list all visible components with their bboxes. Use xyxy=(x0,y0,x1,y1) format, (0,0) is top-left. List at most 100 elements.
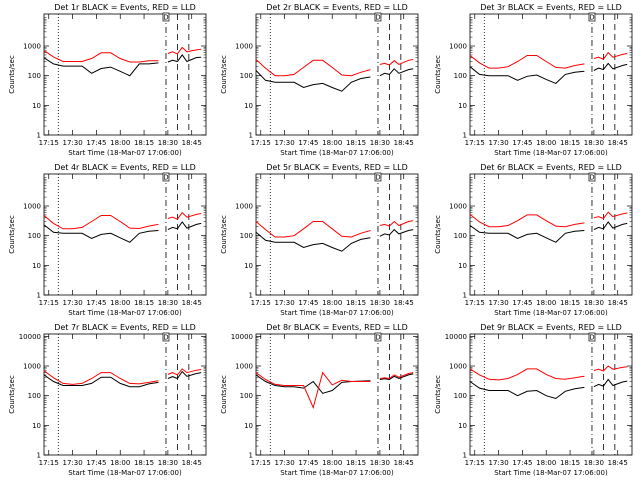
y-tick-label: 1000 xyxy=(23,363,41,371)
series-line-events xyxy=(469,221,628,243)
x-tick-label: 17:15 xyxy=(465,139,485,147)
x-axis-label: Start Time (18-Mar-07 17:06:00) xyxy=(280,149,394,157)
x-tick-label: 18:15 xyxy=(346,459,366,467)
series-line-lld xyxy=(43,368,202,385)
y-axis-label: Counts/sec xyxy=(8,375,16,414)
series-line-lld xyxy=(43,46,202,63)
y-axis-label: Counts/sec xyxy=(8,55,16,94)
x-axis-label: Start Time (18-Mar-07 17:06:00) xyxy=(68,469,182,477)
flag-label: D xyxy=(589,174,594,182)
chart-title: Det 1r BLACK = Events, RED = LLD xyxy=(54,3,196,12)
x-axis-label: Start Time (18-Mar-07 17:06:00) xyxy=(494,469,608,477)
x-tick-label: 18:45 xyxy=(608,139,628,147)
x-tick-label: 18:30 xyxy=(370,299,390,307)
y-tick-label: 10000 xyxy=(19,333,41,341)
x-tick-label: 18:30 xyxy=(370,459,390,467)
x-tick-label: 18:15 xyxy=(346,299,366,307)
x-tick-label: 17:45 xyxy=(512,299,532,307)
plot-frame xyxy=(255,333,419,456)
x-tick-label: 18:00 xyxy=(536,139,556,147)
y-axis-label: Counts/sec xyxy=(8,215,16,254)
x-tick-label: 17:30 xyxy=(488,299,508,307)
chart-title: Det 8r BLACK = Events, RED = LLD xyxy=(266,323,408,332)
x-tick-label: 18:30 xyxy=(158,299,178,307)
y-tick-label: 1000 xyxy=(235,363,253,371)
series-line-events xyxy=(255,228,414,252)
y-tick-label: 1000 xyxy=(449,203,467,211)
y-tick-label: 1 xyxy=(249,292,253,300)
x-axis-label: Start Time (18-Mar-07 17:06:00) xyxy=(68,309,182,317)
chart-title: Det 2r BLACK = Events, RED = LLD xyxy=(266,3,408,12)
flag-label: D xyxy=(375,334,380,342)
plot-frame xyxy=(469,173,633,296)
chart-panel-1: Det 1r BLACK = Events, RED = LLD Counts/s… xyxy=(8,3,207,157)
chart-title: Det 6r BLACK = Events, RED = LLD xyxy=(480,163,622,172)
chart-title: Det 4r BLACK = Events, RED = LLD xyxy=(54,163,196,172)
chart-panel-3: Det 3r BLACK = Events, RED = LLD Counts/s… xyxy=(434,3,633,157)
x-tick-label: 17:45 xyxy=(298,299,318,307)
plot-frame xyxy=(43,13,207,136)
flag-box xyxy=(374,332,382,342)
series-line-lld xyxy=(255,59,414,77)
chart-panel-4: Det 4r BLACK = Events, RED = LLD Counts/s… xyxy=(8,163,207,317)
chart-title: Det 5r BLACK = Events, RED = LLD xyxy=(266,163,408,172)
y-tick-label: 1000 xyxy=(23,43,41,51)
x-tick-label: 18:00 xyxy=(110,299,130,307)
chart-panel-6: Det 6r BLACK = Events, RED = LLD Counts/s… xyxy=(434,163,633,317)
flag-label: D xyxy=(163,334,168,342)
flag-label: D xyxy=(375,174,380,182)
flag-box xyxy=(588,12,596,22)
x-tick-label: 18:00 xyxy=(536,299,556,307)
plot-frame xyxy=(255,173,419,296)
y-tick-label: 10 xyxy=(458,102,467,110)
chart-panel-8: Det 8r BLACK = Events, RED = LLD Counts/s… xyxy=(220,323,419,477)
x-axis-label: Start Time (18-Mar-07 17:06:00) xyxy=(280,309,394,317)
x-axis-label: Start Time (18-Mar-07 17:06:00) xyxy=(68,149,182,157)
x-tick-label: 17:30 xyxy=(488,459,508,467)
x-tick-label: 17:30 xyxy=(274,459,294,467)
y-tick-label: 100 xyxy=(454,72,467,80)
flag-box xyxy=(588,172,596,182)
x-tick-label: 17:15 xyxy=(251,459,271,467)
y-axis-label: Counts/sec xyxy=(434,215,442,254)
x-axis-label: Start Time (18-Mar-07 17:06:00) xyxy=(494,149,608,157)
flag-label: D xyxy=(163,174,168,182)
y-axis-label: Counts/sec xyxy=(434,55,442,94)
x-tick-label: 17:30 xyxy=(62,299,82,307)
y-tick-label: 10 xyxy=(32,422,41,430)
chart-panel-5: Det 5r BLACK = Events, RED = LLD Counts/s… xyxy=(220,163,419,317)
y-tick-label: 10000 xyxy=(231,333,253,341)
series-line-events xyxy=(43,370,202,388)
x-tick-label: 18:30 xyxy=(158,459,178,467)
plot-frame xyxy=(43,173,207,296)
x-tick-label: 18:30 xyxy=(584,299,604,307)
x-tick-label: 17:30 xyxy=(274,299,294,307)
x-tick-label: 18:45 xyxy=(394,299,414,307)
y-tick-label: 1000 xyxy=(23,203,41,211)
y-tick-label: 100 xyxy=(454,392,467,400)
y-axis-label: Counts/sec xyxy=(220,215,228,254)
flag-box xyxy=(162,332,170,342)
x-tick-label: 17:45 xyxy=(86,139,106,147)
y-tick-label: 10 xyxy=(244,422,253,430)
y-tick-label: 1 xyxy=(249,452,253,460)
y-tick-label: 1 xyxy=(463,452,467,460)
x-tick-label: 18:45 xyxy=(608,459,628,467)
flag-label: D xyxy=(589,14,594,22)
x-axis-label: Start Time (18-Mar-07 17:06:00) xyxy=(280,469,394,477)
series-line-lld xyxy=(469,365,628,381)
x-tick-label: 17:45 xyxy=(298,139,318,147)
plot-frame xyxy=(43,333,207,456)
x-tick-label: 18:15 xyxy=(134,299,154,307)
x-tick-label: 18:15 xyxy=(560,459,580,467)
y-tick-label: 100 xyxy=(240,232,253,240)
y-tick-label: 1000 xyxy=(449,363,467,371)
y-tick-label: 10 xyxy=(32,262,41,270)
y-tick-label: 100 xyxy=(240,392,253,400)
series-line-lld xyxy=(43,211,202,230)
flag-label: D xyxy=(589,334,594,342)
y-tick-label: 10 xyxy=(458,262,467,270)
y-tick-label: 100 xyxy=(454,232,467,240)
x-tick-label: 18:45 xyxy=(182,459,202,467)
